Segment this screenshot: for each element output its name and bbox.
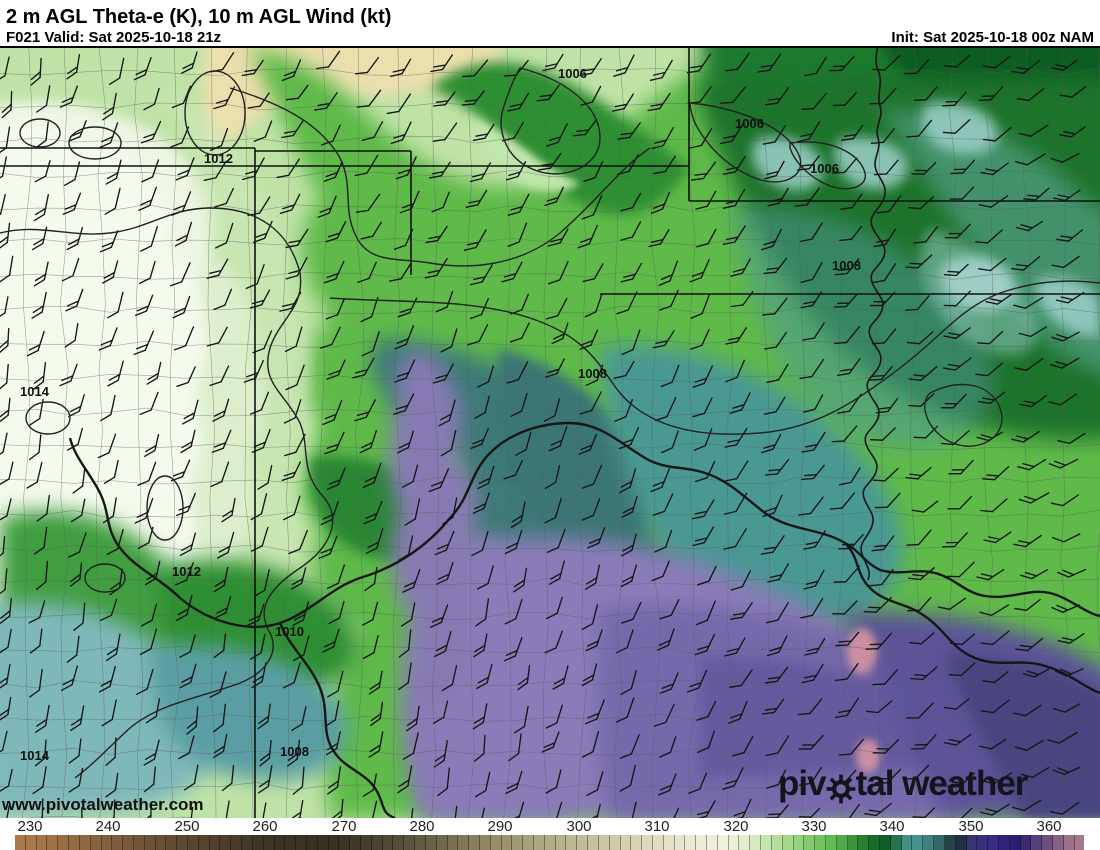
svg-text:1006: 1006 bbox=[735, 116, 764, 131]
svg-text:1006: 1006 bbox=[558, 66, 587, 81]
svg-text:1008: 1008 bbox=[832, 258, 861, 273]
svg-text:1010: 1010 bbox=[275, 624, 304, 639]
svg-text:1014: 1014 bbox=[20, 384, 50, 399]
svg-text:1014: 1014 bbox=[20, 748, 50, 763]
svg-text:1012: 1012 bbox=[172, 564, 201, 579]
svg-text:1008: 1008 bbox=[578, 366, 607, 381]
svg-text:1008: 1008 bbox=[280, 744, 309, 759]
svg-text:1006: 1006 bbox=[810, 161, 839, 176]
svg-text:1012: 1012 bbox=[204, 151, 233, 166]
